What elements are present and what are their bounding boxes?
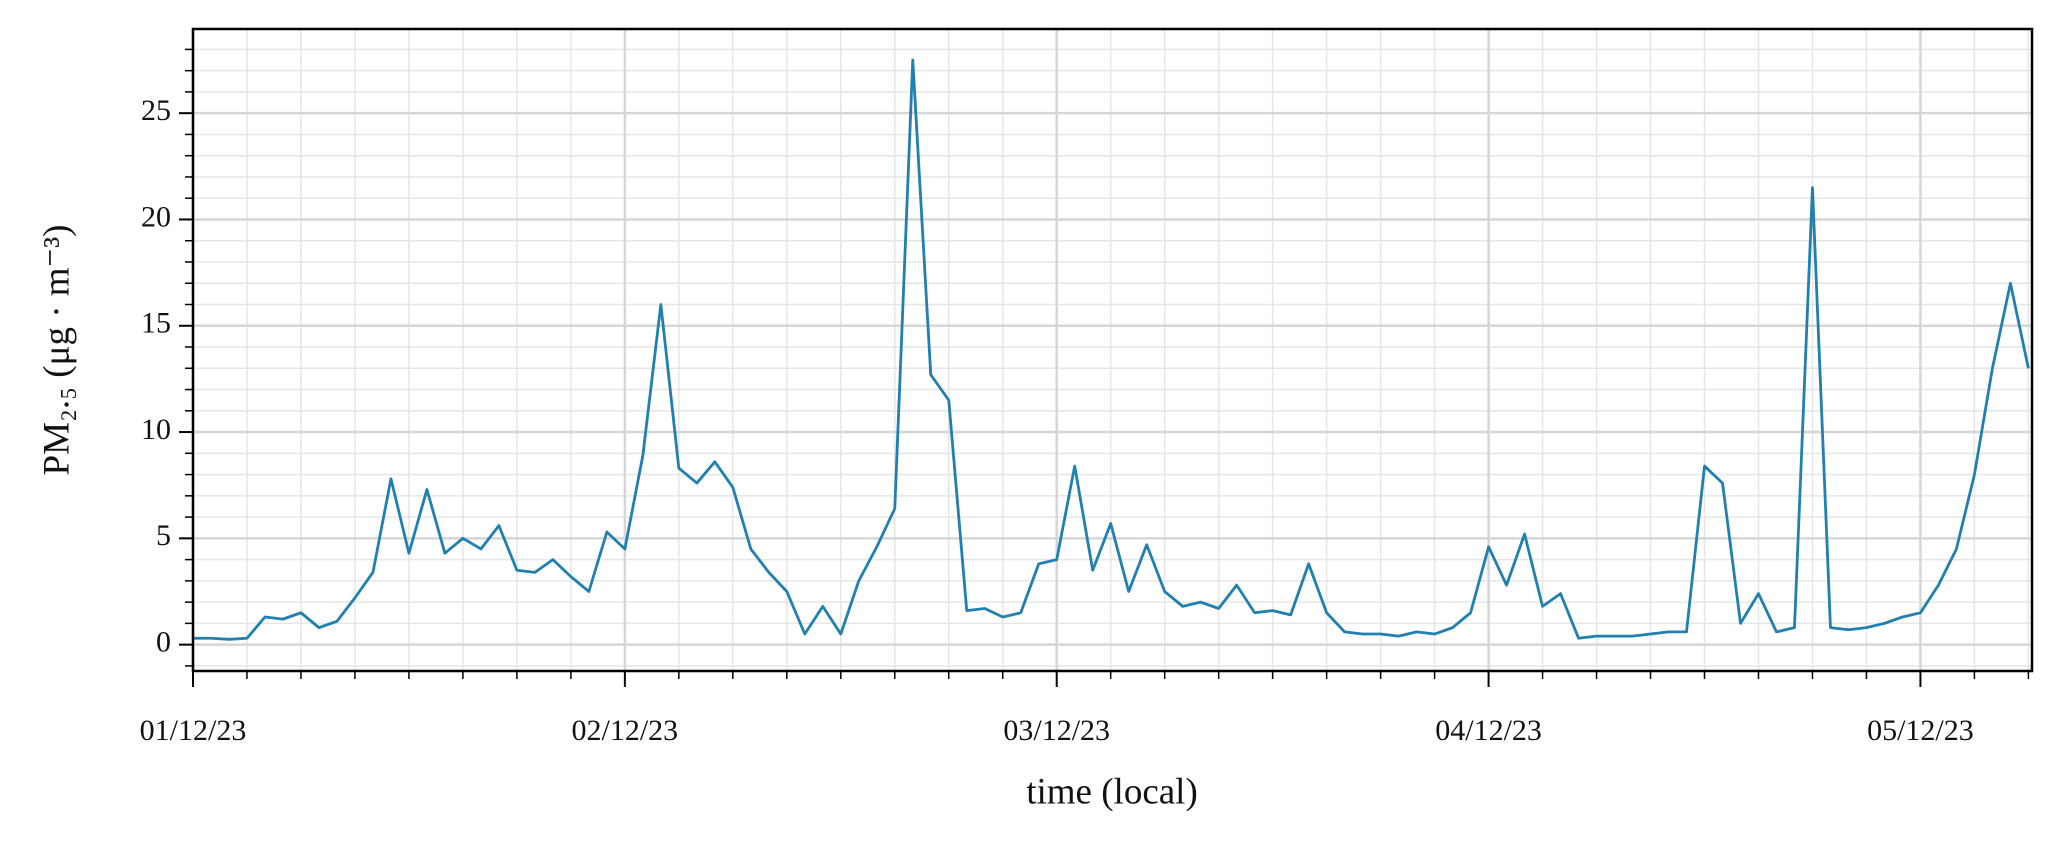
y-tick-label: 15	[141, 307, 171, 340]
y-axis-label: PM₂.₅ (μg · m⁻³)	[36, 225, 77, 476]
x-tick-label: 02/12/23	[572, 714, 679, 747]
x-tick-label: 04/12/23	[1435, 714, 1542, 747]
y-tick-label: 25	[141, 94, 171, 127]
x-tick-label: 05/12/23	[1867, 714, 1974, 747]
x-axis-label: time (local)	[1026, 771, 1198, 812]
y-tick-label: 0	[156, 626, 171, 659]
y-tick-label: 5	[156, 519, 171, 552]
y-tick-label: 10	[141, 413, 171, 446]
y-tick-label: 20	[141, 200, 171, 233]
x-tick-label: 01/12/23	[140, 714, 247, 747]
plot-frame	[191, 27, 2034, 673]
data-line	[193, 58, 2030, 641]
x-tick-label: 03/12/23	[1003, 714, 1110, 747]
